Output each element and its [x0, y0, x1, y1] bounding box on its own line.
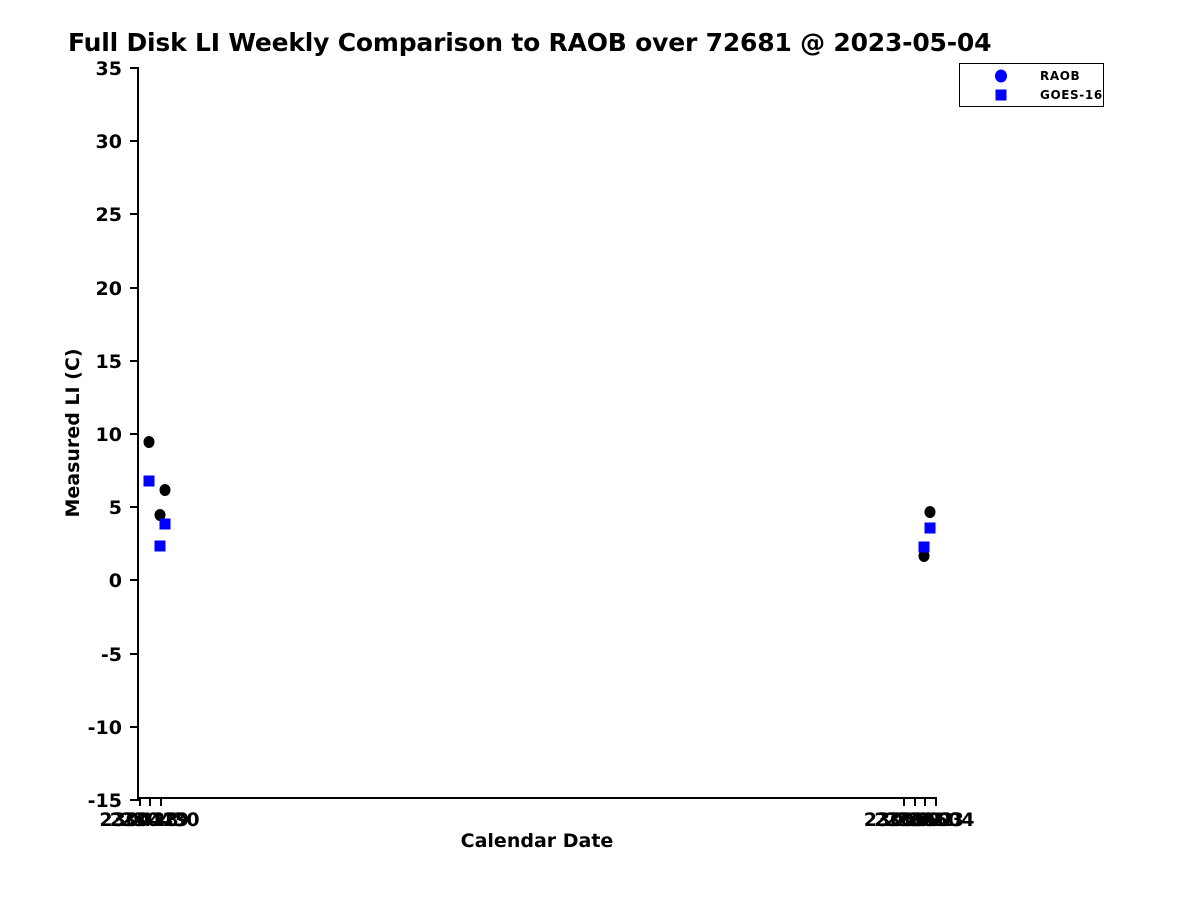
y-axis-tick-label: -10 [87, 716, 122, 739]
x-axis-tick [924, 797, 927, 806]
y-axis-tick: -10 [88, 717, 139, 739]
x-axis-tick-label: 230429 [109, 809, 190, 831]
data-point-goes-16 [154, 540, 166, 552]
x-axis-tick [903, 797, 906, 806]
data-point-raob [918, 549, 930, 562]
y-axis-tick: 30 [96, 131, 139, 153]
y-axis-tick: 0 [109, 570, 139, 592]
legend-item-goes16: GOES-16 [960, 85, 1103, 104]
y-axis-tick: -15 [88, 790, 139, 812]
data-point-raob [154, 508, 166, 521]
x-axis-tick-label: 230502 [874, 809, 954, 831]
data-point-goes-16 [159, 518, 171, 530]
chart-title: Full Disk LI Weekly Comparison to RAOB o… [68, 28, 992, 57]
x-axis-tick-label: 230501 [863, 809, 944, 831]
y-axis-tick: 35 [96, 58, 139, 80]
x-axis-tick [139, 797, 141, 806]
y-axis-tick: -5 [101, 644, 139, 666]
x-axis-tick [913, 797, 916, 806]
data-point-goes-16 [918, 541, 930, 553]
y-axis-tick: 15 [96, 351, 139, 373]
y-axis-tick: 20 [96, 278, 139, 300]
x-axis-label: Calendar Date [460, 830, 614, 852]
x-axis-tick-label: 230503 [884, 809, 964, 831]
x-axis-tick [159, 797, 162, 806]
y-axis-tick: 5 [109, 497, 139, 519]
data-point-raob [159, 484, 171, 497]
data-point-raob [143, 435, 155, 448]
y-axis-tick-label: 5 [108, 497, 122, 520]
y-axis-tick-label: 15 [95, 350, 122, 373]
y-axis-tick-label: 0 [108, 570, 122, 593]
y-axis-tick-label: 25 [95, 204, 122, 227]
y-axis-tick-label: 35 [95, 58, 122, 80]
y-axis-label: Measured LI (C) [62, 348, 84, 518]
y-axis-tick: 25 [96, 204, 139, 226]
data-point-goes-16 [924, 522, 936, 534]
y-axis-tick-label: -15 [87, 790, 122, 812]
legend-circle-icon [995, 69, 1007, 82]
y-axis-tick-label: 20 [95, 277, 122, 300]
legend-item-raob: RAOB [960, 66, 1103, 85]
legend-square-icon [995, 89, 1007, 100]
chart-legend: RAOB GOES-16 [959, 63, 1104, 107]
plot-area: 35 30 25 20 15 10 5 0 -5 -10 -15 230428 230429 230430… [88, 58, 975, 831]
legend-label-goes16: GOES-16 [1040, 87, 1103, 102]
data-point-goes-16 [143, 475, 155, 487]
x-axis-tick-label: 230504 [895, 809, 975, 831]
x-axis-tick-label: 230428 [99, 809, 179, 831]
x-axis-tick [934, 797, 937, 806]
data-point-raob [924, 506, 936, 519]
y-axis-tick-label: -5 [100, 643, 122, 666]
y-axis-tick-label: 30 [95, 131, 122, 154]
x-axis-tick [149, 797, 152, 806]
y-axis-tick: 10 [96, 424, 139, 446]
y-axis-tick-label: 10 [95, 424, 122, 446]
plot-inner: 35 30 25 20 15 10 5 0 -5 -10 -15 230428 230429 230430… [88, 58, 975, 831]
legend-label-raob: RAOB [1040, 68, 1081, 83]
x-axis-tick-label: 230430 [120, 809, 200, 831]
